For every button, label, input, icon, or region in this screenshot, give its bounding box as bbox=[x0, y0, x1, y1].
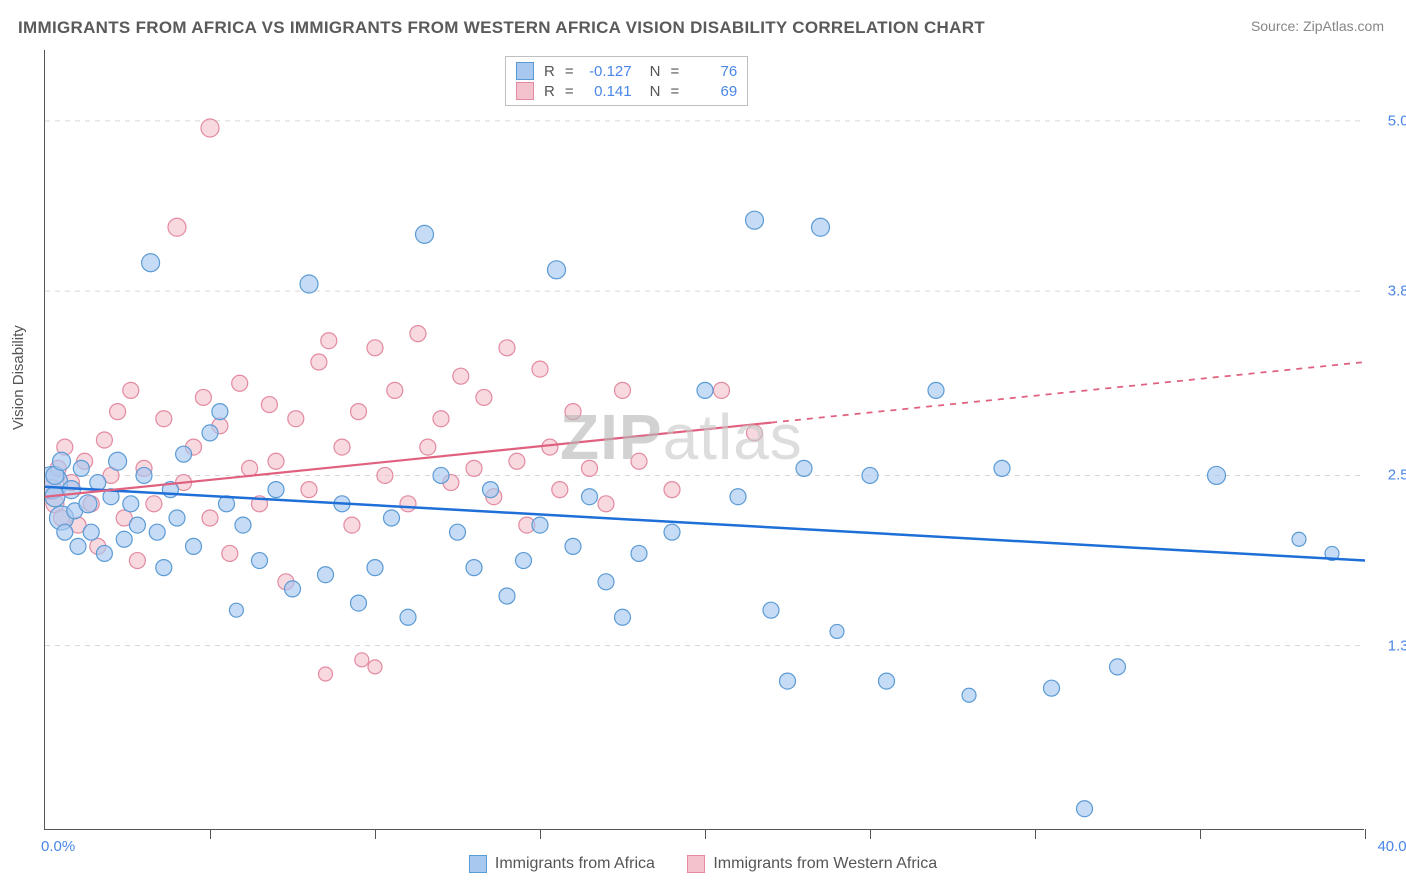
x-tick bbox=[375, 829, 376, 839]
x-tick bbox=[540, 829, 541, 839]
x-tick bbox=[1035, 829, 1036, 839]
n-value-series2: 69 bbox=[689, 83, 737, 100]
y-tick-label: 2.5% bbox=[1388, 467, 1406, 484]
r-label: R bbox=[544, 63, 555, 80]
source-label: Source: ZipAtlas.com bbox=[1251, 18, 1384, 34]
swatch-bottom-series2 bbox=[687, 855, 705, 873]
chart-container: IMMIGRANTS FROM AFRICA VS IMMIGRANTS FRO… bbox=[0, 0, 1406, 892]
series-legend: Immigrants from Africa Immigrants from W… bbox=[0, 855, 1406, 878]
legend-label-series1: Immigrants from Africa bbox=[495, 855, 655, 873]
y-tick-label: 1.3% bbox=[1388, 637, 1406, 654]
y-tick-label: 3.8% bbox=[1388, 283, 1406, 300]
x-tick bbox=[870, 829, 871, 839]
n-value-series1: 76 bbox=[689, 63, 737, 80]
n-label: N bbox=[650, 63, 661, 80]
y-axis-label: Vision Disability bbox=[10, 325, 27, 430]
legend-item-series2: Immigrants from Western Africa bbox=[687, 855, 937, 873]
x-max-label: 40.0% bbox=[1377, 838, 1406, 855]
x-tick bbox=[210, 829, 211, 839]
swatch-bottom-series1 bbox=[469, 855, 487, 873]
correlation-legend: R = -0.127 N = 76 R = 0.141 N = 69 bbox=[505, 56, 748, 106]
x-tick bbox=[1365, 829, 1366, 839]
legend-item-series1: Immigrants from Africa bbox=[469, 855, 655, 873]
y-tick-label: 5.0% bbox=[1388, 112, 1406, 129]
r-value-series2: 0.141 bbox=[584, 83, 632, 100]
x-tick bbox=[705, 829, 706, 839]
scatter-svg bbox=[45, 50, 1365, 830]
legend-label-series2: Immigrants from Western Africa bbox=[713, 855, 937, 873]
swatch-series2 bbox=[516, 82, 534, 100]
swatch-series1 bbox=[516, 62, 534, 80]
r-value-series1: -0.127 bbox=[584, 63, 632, 80]
x-min-label: 0.0% bbox=[41, 838, 75, 855]
legend-row-series1: R = -0.127 N = 76 bbox=[516, 61, 737, 81]
plot-area: 1.3%2.5%3.8%5.0%0.0%40.0% bbox=[44, 50, 1364, 830]
legend-row-series2: R = 0.141 N = 69 bbox=[516, 81, 737, 101]
x-tick bbox=[1200, 829, 1201, 839]
chart-title: IMMIGRANTS FROM AFRICA VS IMMIGRANTS FRO… bbox=[18, 18, 985, 38]
